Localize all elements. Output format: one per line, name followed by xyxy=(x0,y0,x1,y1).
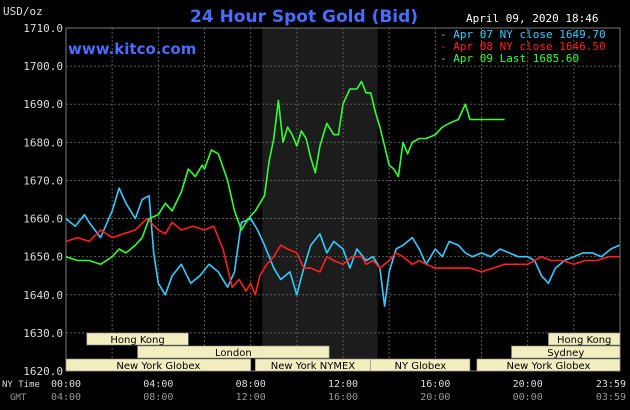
x-tick-label-ny: 12:00 xyxy=(328,379,358,390)
y-tick-label: 1700.0 xyxy=(23,60,63,73)
session-bar xyxy=(548,332,621,346)
x-tick-label-gmt: 03:59 xyxy=(596,392,626,403)
series-line-2 xyxy=(65,80,505,266)
x-tick-label-gmt: 00:00 xyxy=(513,392,543,403)
y-tick-label: 1630.0 xyxy=(23,327,63,340)
x-tick-label-gmt: 04:00 xyxy=(51,392,81,403)
ny-time-label: NY Time xyxy=(2,380,40,390)
y-tick-label: 1680.0 xyxy=(23,136,63,149)
y-tick-label: 1690.0 xyxy=(23,98,63,111)
session-bar xyxy=(476,358,621,372)
session-label: New York Globex xyxy=(116,361,200,372)
session-label: New York Globex xyxy=(507,361,591,372)
y-tick-label: 1650.0 xyxy=(23,251,63,264)
x-tick-label-ny: 08:00 xyxy=(236,379,266,390)
session-label: Hong Kong xyxy=(110,335,164,346)
x-tick-label-ny: 23:59 xyxy=(596,379,626,390)
legend: - Apr 07 NY close 1649.70 - Apr 08 NY cl… xyxy=(440,28,606,65)
x-tick-label-gmt: 20:00 xyxy=(420,392,450,403)
legend-entry-apr07: - Apr 07 NY close 1649.70 xyxy=(440,28,606,41)
y-axis-tick-labels: 1710.0 1700.0 1690.0 1680.0 1670.0 1660.0 1650… xyxy=(23,22,63,378)
session-bar xyxy=(511,345,621,359)
x-axis-tick-labels: 00:00 04:00 04:00 08:00 08:00 12:00 12:00 16:00… xyxy=(51,379,626,403)
y-tick-label: 1620.0 xyxy=(23,365,63,378)
x-tick-label-ny: 00:00 xyxy=(51,379,81,390)
session-bar xyxy=(86,332,189,346)
legend-entry-apr09: - Apr 09 Last 1685.60 xyxy=(440,52,579,65)
session-label: NY Globex xyxy=(395,361,447,372)
ny-session-highlight xyxy=(262,28,378,371)
series-line-1 xyxy=(65,217,620,296)
session-bar xyxy=(137,345,330,359)
unit-label: USD/oz xyxy=(3,5,43,18)
y-tick-label: 1710.0 xyxy=(23,22,63,35)
site-watermark: www.kitco.com xyxy=(68,40,196,58)
x-tick-label-gmt: 12:00 xyxy=(236,392,266,403)
y-tick-label: 1660.0 xyxy=(23,213,63,226)
price-series xyxy=(65,80,620,308)
y-tick-label: 1640.0 xyxy=(23,289,63,302)
session-label: Hong Kong xyxy=(557,335,611,346)
series-line-0 xyxy=(65,187,620,308)
session-label: New York NYMEX xyxy=(271,361,356,372)
session-bar xyxy=(370,358,471,372)
x-tick-label-ny: 16:00 xyxy=(420,379,450,390)
legend-entry-apr08: - Apr 08 NY close 1646.50 xyxy=(440,40,606,53)
x-tick-label-ny: 04:00 xyxy=(143,379,173,390)
market-sessions: Hong Kong Hong Kong London Sydney New York G… xyxy=(65,332,621,372)
x-tick-label-ny: 20:00 xyxy=(513,379,543,390)
chart-date-time: April 09, 2020 18:46 xyxy=(466,12,598,25)
session-label: Sydney xyxy=(547,348,584,359)
x-tick-label-gmt: 08:00 xyxy=(143,392,173,403)
gmt-label: GMT xyxy=(10,393,27,403)
session-bar xyxy=(65,358,251,372)
session-label: London xyxy=(215,348,252,359)
y-tick-label: 1670.0 xyxy=(23,174,63,187)
x-tick-label-gmt: 16:00 xyxy=(328,392,358,403)
chart-title: 24 Hour Spot Gold (Bid) xyxy=(190,7,418,27)
